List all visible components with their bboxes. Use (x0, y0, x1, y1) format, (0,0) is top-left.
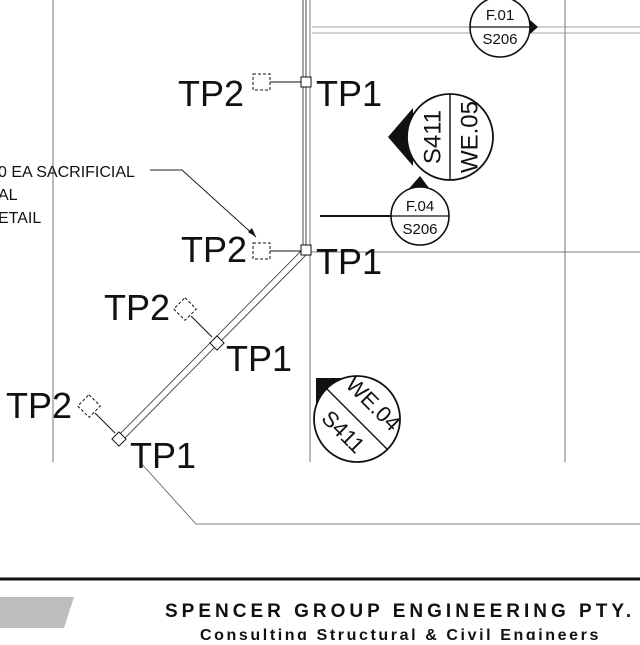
tp1-box (111, 431, 127, 447)
callout-line-3: ETAIL (0, 210, 41, 227)
section-marker-top: F.04 (406, 198, 434, 215)
tp2-label: TP2 (178, 73, 244, 114)
tp1-label: TP1 (316, 73, 382, 114)
callout-line-1: 0 EA SACRIFICIAL (0, 164, 135, 181)
elevation-marker-detail: S411 (419, 110, 446, 164)
title-block: SPENCER GROUP ENGINEERING PTY. Consultin… (0, 577, 640, 644)
tp2-box (76, 393, 102, 419)
company-logo (0, 597, 74, 628)
tp1-box (300, 76, 312, 88)
tp2-box (172, 296, 198, 322)
tp2-label: TP2 (104, 287, 170, 328)
callout-note: 0 EA SACRIFICIAL AL ETAIL (0, 164, 135, 227)
tp1-label: TP1 (316, 241, 382, 282)
tp2-box (252, 73, 271, 91)
company-tagline: Consulting Structural & Civil Engineers (200, 627, 601, 640)
tp2-label: TP2 (6, 385, 72, 426)
section-marker: F.04 S206 (390, 176, 450, 246)
callout-leader (150, 169, 257, 238)
tp-connectors (94, 81, 301, 434)
tp1-label: TP1 (226, 338, 292, 379)
tp1-label: TP1 (130, 435, 196, 476)
callout-line-2: AL (0, 187, 18, 204)
section-marker: F.01 S206 (469, 0, 538, 58)
tp1-box (209, 335, 225, 351)
section-marker-bottom: S206 (402, 221, 437, 238)
tp2-box (252, 242, 271, 260)
section-marker-top: F.01 (486, 7, 514, 24)
company-name: SPENCER GROUP ENGINEERING PTY. (165, 601, 635, 622)
diagonal-pipe (115, 249, 308, 443)
tp2-label: TP2 (181, 229, 247, 270)
section-marker-bottom: S206 (482, 31, 517, 48)
callout-arrowhead (248, 228, 256, 237)
elevation-marker: S411 WE.05 (388, 93, 494, 181)
elevation-arrow (388, 108, 413, 166)
vertical-pipe (302, 0, 307, 252)
elevation-marker: WE.04 S411 (313, 372, 405, 463)
tp1-box (300, 244, 312, 256)
elevation-marker-ref: WE.05 (456, 101, 483, 173)
tp-labels: TP2 TP1 TP2 TP1 TP2 TP1 TP2 TP1 (6, 73, 382, 476)
